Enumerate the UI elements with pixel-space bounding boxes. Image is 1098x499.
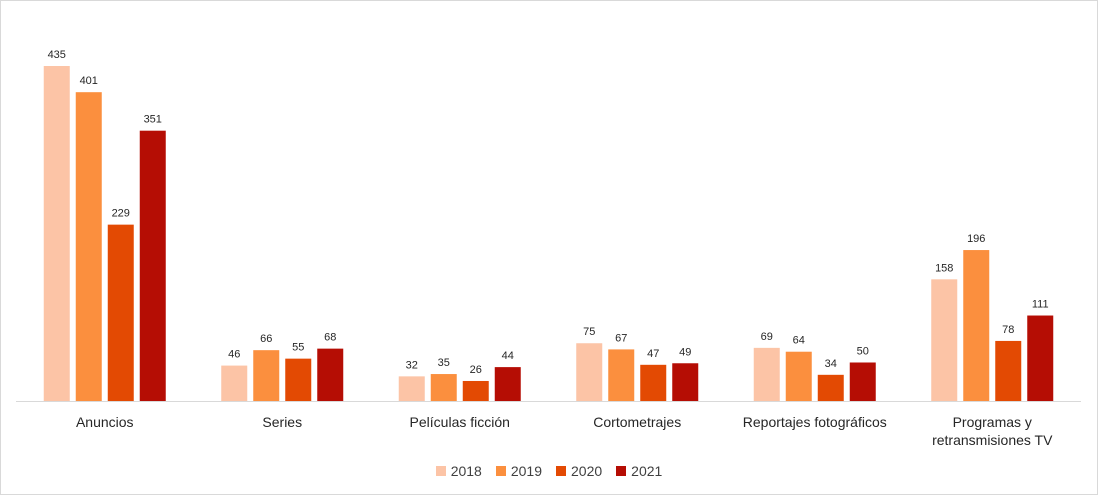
bar-2021-5	[1027, 315, 1054, 401]
value-label: 67	[615, 332, 627, 344]
bar-2018-1	[221, 365, 248, 401]
value-label: 158	[935, 262, 953, 274]
legend: 2018 2019 2020 2021	[1, 463, 1097, 479]
category-label: Películas ficción	[410, 414, 510, 430]
value-label: 32	[406, 359, 418, 371]
bar-2020-1	[285, 358, 312, 401]
value-label: 69	[761, 331, 773, 343]
category-label: Cortometrajes	[593, 414, 681, 430]
bar-2019-2	[430, 374, 457, 401]
legend-label: 2020	[571, 463, 603, 479]
legend-label: 2021	[631, 463, 663, 479]
value-label: 401	[80, 75, 98, 87]
bar-2020-3	[640, 364, 667, 401]
category-labels-group: Anuncios Series Películas ficción Cortometr…	[76, 414, 1053, 448]
bar-2018-0	[43, 66, 70, 401]
category-label: Anuncios	[76, 414, 134, 430]
bar-2021-4	[849, 362, 876, 401]
bar-2018-5	[931, 279, 958, 401]
bar-2019-4	[785, 351, 812, 401]
value-label: 111	[1032, 299, 1049, 311]
category-label: Reportajes fotográficos	[743, 414, 887, 430]
bar-2020-5	[995, 340, 1022, 401]
value-label: 64	[793, 335, 805, 347]
bar-2018-2	[398, 376, 425, 401]
bar-2018-4	[753, 347, 780, 401]
value-label: 435	[48, 49, 66, 61]
value-label: 55	[292, 342, 304, 354]
bar-2020-0	[107, 224, 134, 401]
bars-group	[43, 66, 1054, 402]
bar-2021-3	[672, 363, 699, 401]
bar-2020-2	[462, 380, 489, 401]
bar-2021-2	[494, 367, 521, 401]
value-label: 75	[583, 326, 595, 338]
legend-item-2020: 2020	[556, 463, 602, 479]
value-label: 196	[967, 233, 985, 245]
legend-item-2018: 2018	[435, 463, 482, 479]
legend-swatch	[435, 466, 446, 476]
value-label: 78	[1002, 324, 1014, 336]
value-label: 35	[438, 357, 450, 369]
bar-2020-4	[817, 374, 844, 401]
legend-label: 2018	[450, 463, 482, 479]
bar-2021-0	[139, 130, 166, 402]
bar-2019-0	[75, 92, 102, 402]
value-label: 68	[324, 332, 336, 344]
bar-2021-1	[317, 348, 344, 401]
legend-swatch	[616, 466, 627, 476]
legend-swatch	[495, 466, 506, 476]
legend-item-2021: 2021	[616, 463, 662, 479]
bar-2019-5	[963, 250, 990, 401]
legend-label: 2019	[510, 463, 542, 479]
value-label: 47	[647, 348, 659, 360]
value-labels-group: 435 401 229 351 46 66 55 68 32 35 26 44 75 67 47 49 69 64…	[48, 49, 1049, 376]
value-label: 49	[679, 346, 691, 358]
value-label: 46	[228, 349, 240, 361]
value-label: 66	[260, 333, 272, 345]
value-label: 351	[144, 114, 162, 126]
bar-2018-3	[576, 343, 603, 401]
category-label: Programas y retransmisiones TV	[932, 414, 1053, 448]
value-label: 26	[470, 364, 482, 376]
value-label: 50	[857, 345, 869, 357]
legend-item-2019: 2019	[495, 463, 542, 479]
bar-2019-1	[253, 350, 280, 401]
value-label: 34	[825, 358, 837, 370]
value-label: 44	[502, 350, 514, 362]
bar-2019-3	[608, 349, 635, 401]
category-label: Series	[262, 414, 302, 430]
legend-swatch	[556, 466, 566, 476]
value-label: 229	[112, 208, 130, 220]
